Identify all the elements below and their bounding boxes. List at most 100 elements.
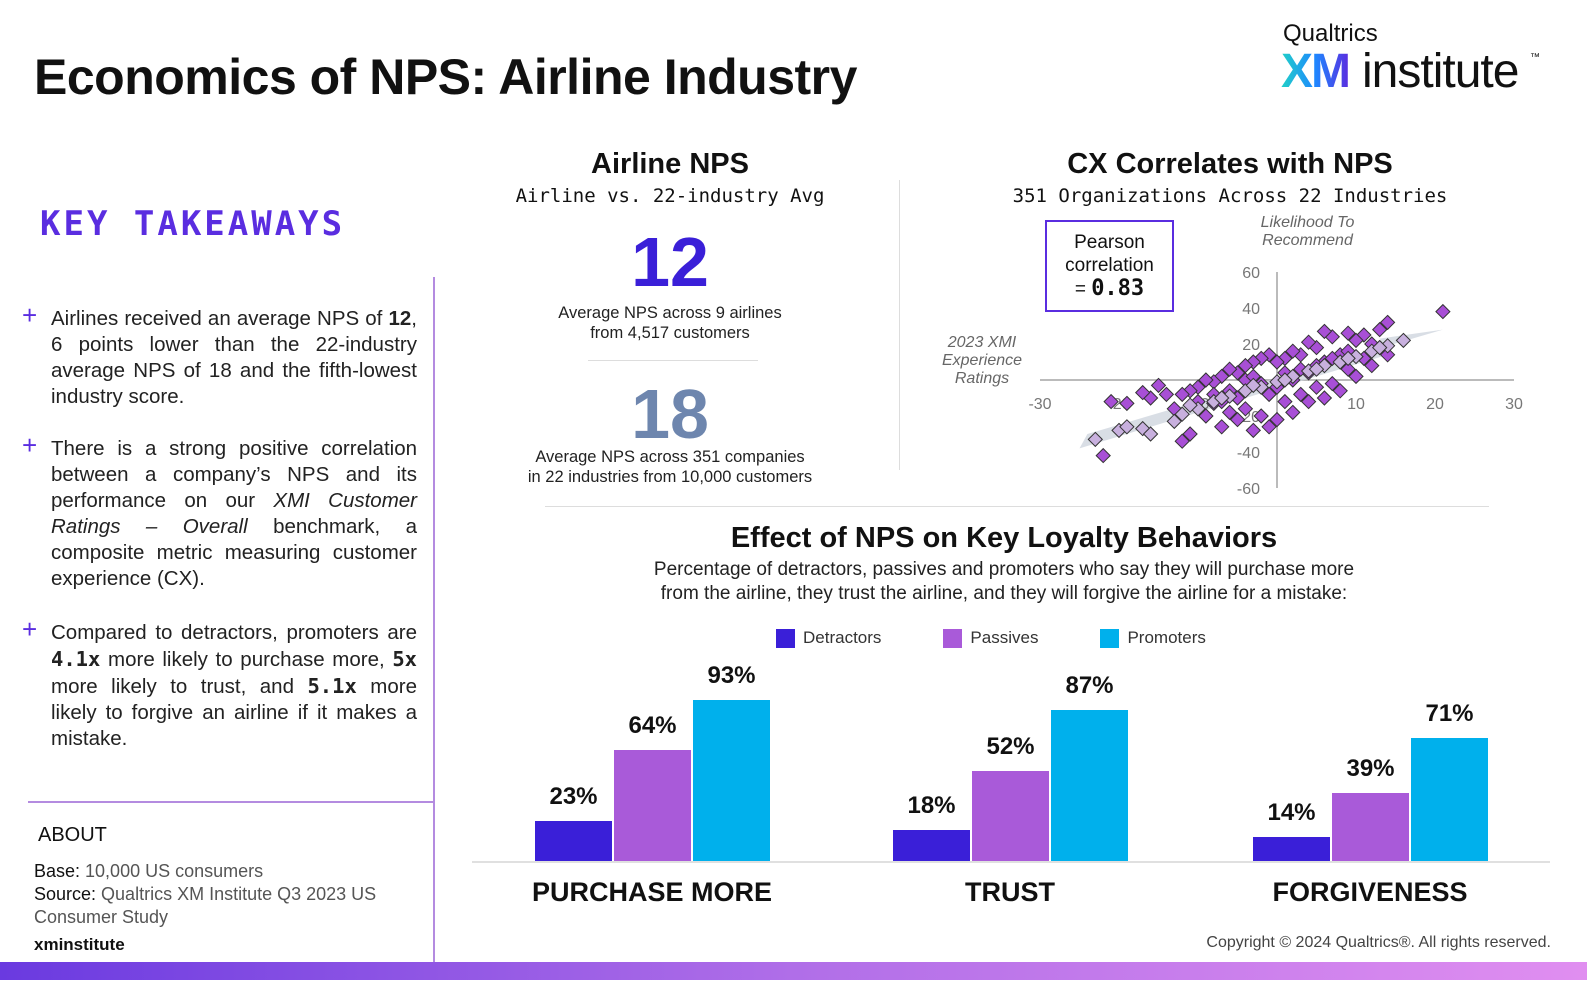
scatter-point-light xyxy=(1395,332,1412,349)
scatter-point xyxy=(1364,357,1380,374)
scatter-point xyxy=(1371,321,1388,338)
bar-value-label: 39% xyxy=(1346,755,1395,783)
legend-swatch xyxy=(943,628,963,648)
airline-nps-desc: Average NPS across 9 airlines from 4,517 … xyxy=(558,304,782,342)
bar-value-label: 64% xyxy=(628,712,677,740)
divider xyxy=(28,801,434,803)
bar-legend: Detractors Passives Promoters xyxy=(776,628,1206,648)
airline-nps-value: 12 xyxy=(631,223,709,301)
category-label: PURCHASE MORE xyxy=(531,877,773,907)
scatter-point xyxy=(1221,404,1238,421)
scatter-point xyxy=(1324,375,1341,392)
scatter-point xyxy=(1340,361,1356,377)
scatter-point xyxy=(1213,419,1230,435)
scatter-point xyxy=(1285,343,1301,359)
scatter-point xyxy=(1095,447,1111,464)
scatter-point xyxy=(1379,314,1396,331)
scatter-point xyxy=(1285,404,1301,421)
scatter-subtitle: 351 Organizations Across 22 Industries xyxy=(1012,185,1448,207)
scatter-point xyxy=(1174,386,1190,403)
scatter-point-light xyxy=(1371,339,1388,356)
divider xyxy=(545,506,1489,507)
scatter-point xyxy=(1261,386,1277,403)
scatter-point-light xyxy=(1087,431,1104,448)
scatter-point-light xyxy=(1245,377,1262,394)
scatter-point xyxy=(1103,393,1119,410)
category-label: TRUST xyxy=(965,877,1055,907)
scatter-point xyxy=(1198,372,1214,388)
y-tick-label: -40 xyxy=(1237,445,1260,462)
scatter-point xyxy=(1348,368,1364,385)
scatter-point xyxy=(1237,401,1254,417)
nps-subheading: Airline vs. 22-industry Avg xyxy=(515,185,825,207)
scatter-point-light xyxy=(1182,397,1198,413)
website-link[interactable]: xminstitute xyxy=(34,935,125,954)
x-tick-label: 20 xyxy=(1426,396,1444,413)
scatter-point xyxy=(1229,411,1246,428)
scatter-point-light xyxy=(1340,350,1356,367)
logo-tm: ™ xyxy=(1530,52,1540,63)
takeaway-2: + There is a strong positive correlation… xyxy=(22,430,418,590)
bar-value-label: 14% xyxy=(1267,798,1316,826)
takeaway-3: + Compared to detractors, promoters are 4… xyxy=(22,614,417,750)
x-tick-label: -30 xyxy=(1028,396,1051,413)
industry-nps-value: 18 xyxy=(631,375,709,453)
y-tick-label: 40 xyxy=(1242,301,1260,318)
scatter-point xyxy=(1300,334,1317,350)
bar-value-label: 87% xyxy=(1065,672,1114,700)
scatter-point xyxy=(1174,433,1190,449)
nps-heading: Airline NPS xyxy=(591,148,749,180)
scatter-point xyxy=(1261,419,1277,435)
scatter-point xyxy=(1300,393,1317,410)
scatter-point xyxy=(1253,408,1269,424)
bar-value-label: 93% xyxy=(707,662,756,689)
bar-passives xyxy=(614,750,691,861)
scatter-title: CX Correlates with NPS xyxy=(1067,148,1393,180)
logo-qualtrics: Qualtrics xyxy=(1283,20,1378,47)
scatter-point xyxy=(1292,386,1309,403)
scatter-point-light xyxy=(1119,419,1135,435)
y-tick-label: 60 xyxy=(1242,265,1260,282)
legend-promoters: Promoters xyxy=(1100,628,1206,648)
bar-passives xyxy=(1332,793,1409,861)
logo-institute: institute xyxy=(1362,45,1519,98)
bar-detractors xyxy=(535,821,612,861)
divider xyxy=(899,180,900,470)
divider xyxy=(433,277,435,962)
about-text: Base: 10,000 US consumers Source: Qualtr… xyxy=(34,861,377,927)
bar-detractors xyxy=(893,829,970,861)
scatter-point xyxy=(1316,390,1333,406)
scatter-point xyxy=(1340,325,1356,341)
scatter-point xyxy=(1435,303,1451,320)
scatter-point-light xyxy=(1142,426,1159,442)
scatter-point-light xyxy=(1308,361,1325,377)
legend-swatch xyxy=(1100,628,1120,648)
industry-nps-desc: Average NPS across 351 companies in 22 in… xyxy=(527,448,813,486)
bar-value-label: 52% xyxy=(986,732,1035,760)
bar-promoters xyxy=(693,700,770,861)
key-takeaways-heading: KEY TAKEAWAYS xyxy=(40,204,346,244)
legend-passives: Passives xyxy=(943,628,1038,648)
scatter-point xyxy=(1277,393,1293,410)
scatter-point xyxy=(1182,426,1198,442)
scatter-point xyxy=(1150,377,1167,394)
divider xyxy=(588,360,758,361)
category-label: FORGIVENESS xyxy=(1272,877,1468,907)
scatter-ylabel: Likelihood To Recommend xyxy=(1260,214,1355,249)
scatter-point xyxy=(1245,422,1262,439)
bar-value-label: 71% xyxy=(1425,700,1474,728)
scatter-point xyxy=(1158,386,1175,403)
legend-detractors: Detractors xyxy=(776,628,881,648)
y-tick-label: -60 xyxy=(1237,481,1260,498)
bar-value-label: 23% xyxy=(549,783,598,811)
scatter-point xyxy=(1308,379,1325,395)
bar-subtitle: Percentage of detractors, passives and p… xyxy=(653,559,1355,604)
y-tick-label: 20 xyxy=(1242,337,1260,354)
bar-value-label: 18% xyxy=(907,791,956,819)
about-heading: ABOUT xyxy=(38,824,107,846)
pearson-box: Pearson correlation = 0.83 xyxy=(1045,220,1174,312)
x-tick-label: 30 xyxy=(1505,396,1523,413)
legend-swatch xyxy=(776,628,795,648)
bar-title: Effect of NPS on Key Loyalty Behaviors xyxy=(730,522,1278,554)
scatter-point xyxy=(1269,411,1285,428)
